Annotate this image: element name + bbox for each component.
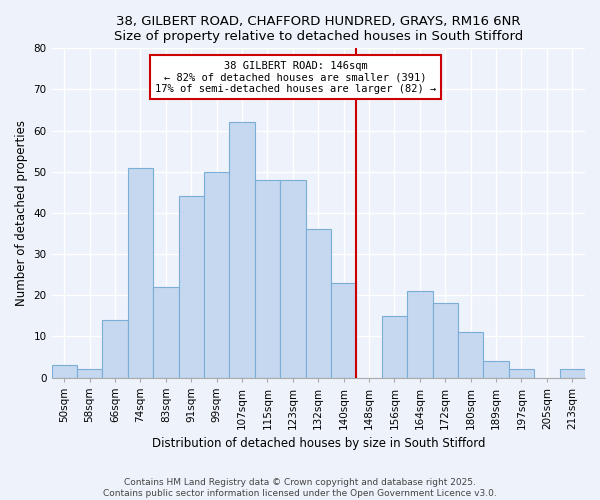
Bar xyxy=(305,230,331,378)
Bar xyxy=(433,304,458,378)
Bar xyxy=(407,291,433,378)
Bar xyxy=(560,370,585,378)
Text: 38 GILBERT ROAD: 146sqm
← 82% of detached houses are smaller (391)
17% of semi-d: 38 GILBERT ROAD: 146sqm ← 82% of detache… xyxy=(155,60,436,94)
Bar xyxy=(458,332,484,378)
Bar xyxy=(509,370,534,378)
Y-axis label: Number of detached properties: Number of detached properties xyxy=(15,120,28,306)
Bar xyxy=(153,287,179,378)
Bar xyxy=(229,122,255,378)
Bar xyxy=(52,365,77,378)
X-axis label: Distribution of detached houses by size in South Stifford: Distribution of detached houses by size … xyxy=(152,437,485,450)
Bar xyxy=(128,168,153,378)
Bar xyxy=(255,180,280,378)
Bar xyxy=(280,180,305,378)
Text: Contains HM Land Registry data © Crown copyright and database right 2025.
Contai: Contains HM Land Registry data © Crown c… xyxy=(103,478,497,498)
Bar xyxy=(331,283,356,378)
Bar xyxy=(204,172,229,378)
Bar xyxy=(103,320,128,378)
Bar xyxy=(179,196,204,378)
Bar xyxy=(484,361,509,378)
Bar xyxy=(77,370,103,378)
Bar xyxy=(382,316,407,378)
Title: 38, GILBERT ROAD, CHAFFORD HUNDRED, GRAYS, RM16 6NR
Size of property relative to: 38, GILBERT ROAD, CHAFFORD HUNDRED, GRAY… xyxy=(113,15,523,43)
